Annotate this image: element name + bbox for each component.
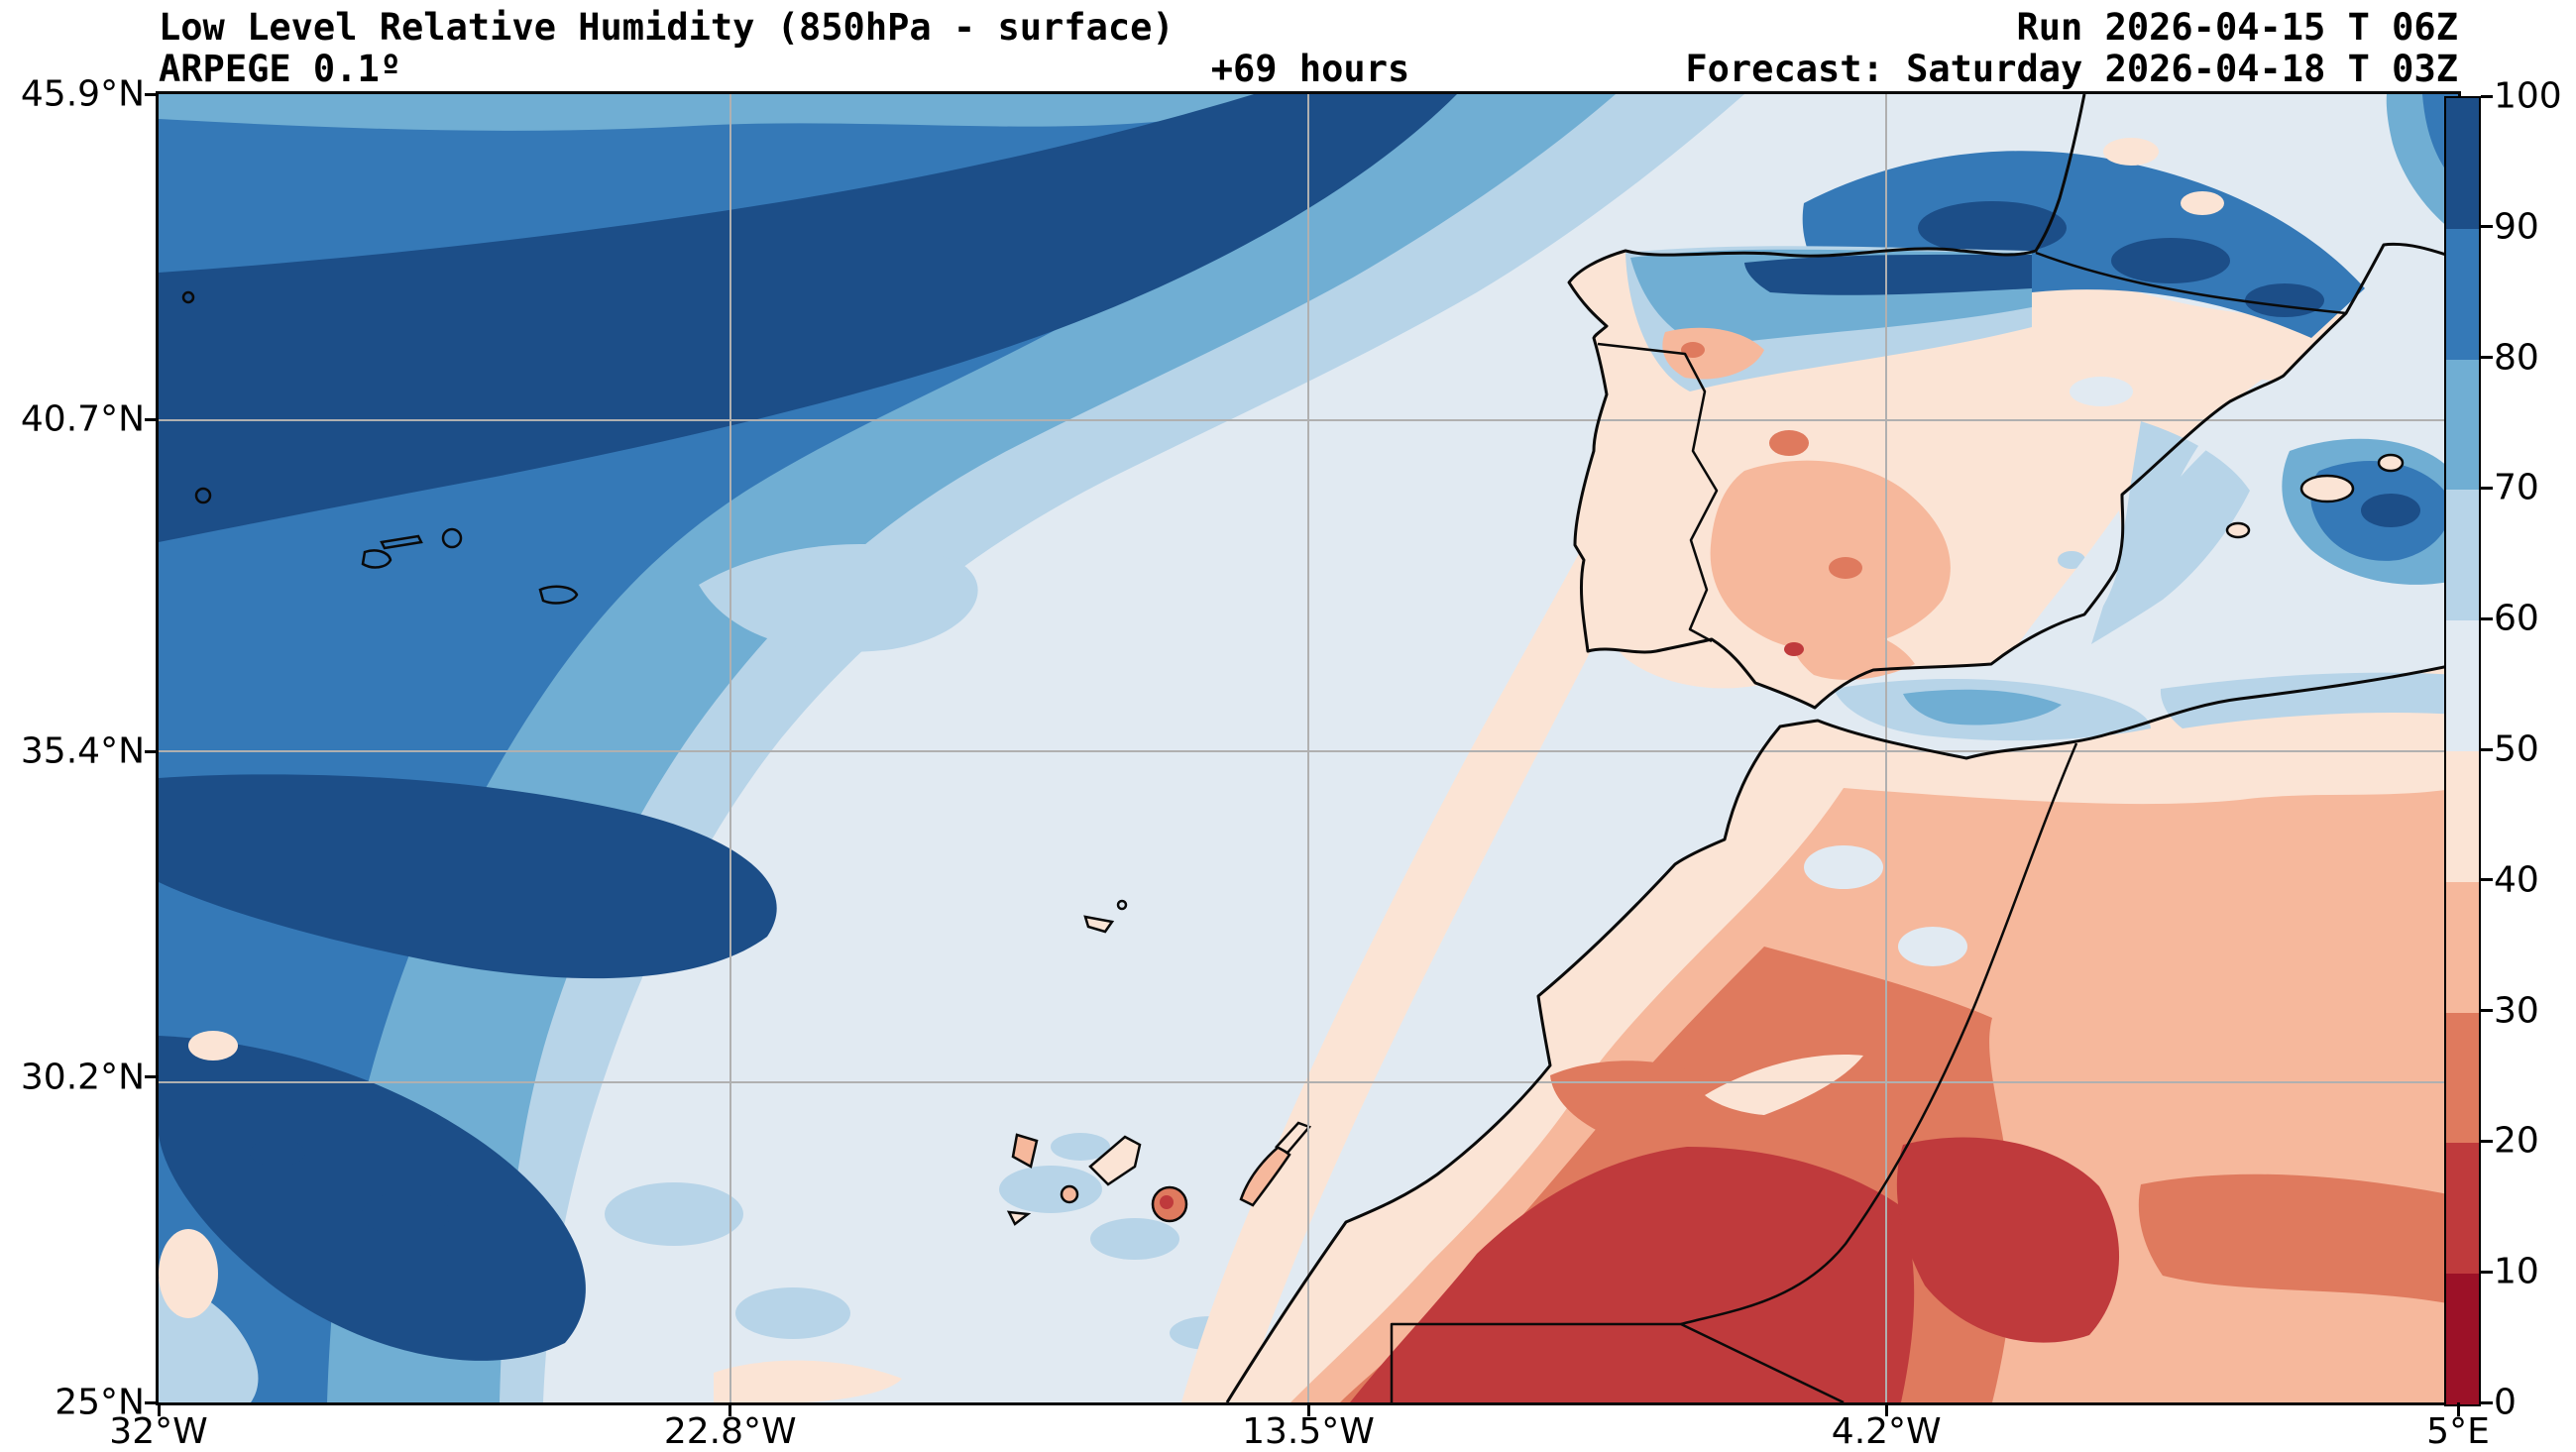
azores-island: [380, 534, 423, 550]
colorbar-tick-mark: [2481, 486, 2493, 490]
colorbar-tick-label: 20: [2494, 1120, 2539, 1162]
y-tick-mark: [145, 749, 159, 753]
colorbar-tick-label: 50: [2494, 728, 2539, 770]
y-tick-label: 45.9°N: [20, 73, 145, 115]
x-tick-mark: [157, 1402, 161, 1416]
y-tick-label: 35.4°N: [20, 730, 145, 772]
sahara-dark-red: [1350, 1147, 1915, 1402]
spain-france-border: [2035, 251, 2347, 315]
la-gomera-island: [1060, 1184, 1079, 1204]
morocco-algeria-border: [1680, 742, 2078, 1326]
run-timestamp: Run 2026-04-15 T 06Z: [2016, 6, 2458, 49]
colorbar-tick-mark: [2481, 878, 2493, 882]
colorbar-tick-mark: [2481, 1139, 2493, 1143]
lead-time-label: +69 hours: [1210, 48, 1410, 90]
colorbar-segment: [2446, 359, 2479, 491]
colorbar-tick-mark: [2481, 1009, 2493, 1013]
y-tick-mark: [145, 417, 159, 421]
map-plot-area: [156, 91, 2461, 1405]
la-palma-island: [1011, 1133, 1039, 1169]
colorbar-tick-label: 80: [2494, 337, 2539, 379]
graticule: [159, 94, 2458, 1402]
colorbar-tick-mark: [2481, 616, 2493, 620]
iberia-france-coastline: [1567, 94, 2458, 710]
colorbar-tick-mark: [2481, 225, 2493, 229]
x-tick-mark: [728, 1402, 732, 1416]
tenerife-island: [1088, 1135, 1142, 1186]
colorbar-segment: [2446, 490, 2479, 621]
colorbar-tick-mark: [2481, 747, 2493, 751]
y-tick-label: 25°N: [55, 1382, 145, 1423]
el-hierro-island: [1006, 1210, 1032, 1226]
colorbar-segment: [2446, 228, 2479, 360]
mallorca-island: [2299, 474, 2355, 503]
y-tick-label: 30.2°N: [20, 1057, 145, 1098]
x-tick-label: 32°W: [109, 1411, 208, 1452]
x-tick-label: 13.5°W: [1242, 1411, 1375, 1452]
colorbar-tick-label: 100: [2494, 75, 2562, 117]
africa-coastline: [1225, 662, 2458, 1402]
x-tick-mark: [1306, 1402, 1310, 1416]
colorbar-segment: [2446, 1143, 2479, 1275]
azores-island: [441, 527, 463, 549]
coastal-dry-streak: [1181, 420, 1701, 1402]
colorbar-tick-label: 90: [2494, 206, 2539, 248]
y-tick-mark: [145, 1400, 159, 1404]
colorbar-segment: [2446, 620, 2479, 751]
y-tick-mark: [145, 92, 159, 96]
azores-island: [538, 585, 579, 605]
iberia-dry-core: [1710, 460, 1951, 650]
x-tick-label: 5°E: [2426, 1411, 2490, 1452]
dry-airmass-contours: [159, 138, 2458, 1402]
model-label: ARPEGE 0.1º: [159, 48, 402, 90]
azores-island: [181, 290, 195, 304]
colorbar-tick-mark: [2481, 94, 2493, 98]
colorbar-tick-label: 0: [2494, 1382, 2517, 1423]
colorbar-tick-label: 70: [2494, 467, 2539, 508]
colorbar-segment: [2446, 881, 2479, 1013]
x-tick-mark: [2456, 1402, 2460, 1416]
colorbar-tick-label: 40: [2494, 859, 2539, 901]
western-sahara-border: [1390, 1322, 1845, 1402]
colorbar-tick-label: 60: [2494, 598, 2539, 639]
azores-island: [194, 487, 212, 504]
portugal-spain-border: [1597, 342, 1719, 643]
y-tick-label: 40.7°N: [20, 398, 145, 440]
humidity-contour-map: [159, 94, 2458, 1402]
colorbar-segment: [2446, 1012, 2479, 1144]
islands: [181, 290, 2405, 1226]
colorbar-segment: [2446, 98, 2479, 229]
x-tick-label: 4.2°W: [1831, 1411, 1942, 1452]
coastlines-and-borders: [1225, 94, 2458, 1402]
menorca-island: [2377, 453, 2405, 473]
x-tick-label: 22.8°W: [663, 1411, 797, 1452]
x-tick-mark: [1884, 1402, 1888, 1416]
humidity-colorbar: [2444, 96, 2481, 1406]
colorbar-tick-label: 30: [2494, 990, 2539, 1032]
ibiza-island: [2225, 521, 2251, 539]
porto-santo-island: [1116, 899, 1128, 911]
page-title: Low Level Relative Humidity (850hPa - su…: [159, 6, 1175, 49]
colorbar-segment: [2446, 1274, 2479, 1404]
colorbar-tick-mark: [2481, 1400, 2493, 1404]
azores-island: [361, 549, 392, 569]
y-tick-mark: [145, 1075, 159, 1079]
colorbar-tick-mark: [2481, 356, 2493, 360]
forecast-timestamp: Forecast: Saturday 2026-04-18 T 03Z: [1685, 48, 2458, 90]
colorbar-tick-mark: [2481, 1270, 2493, 1274]
colorbar-tick-label: 10: [2494, 1251, 2539, 1292]
colorbar-segment: [2446, 750, 2479, 882]
madeira-island: [1083, 915, 1115, 934]
